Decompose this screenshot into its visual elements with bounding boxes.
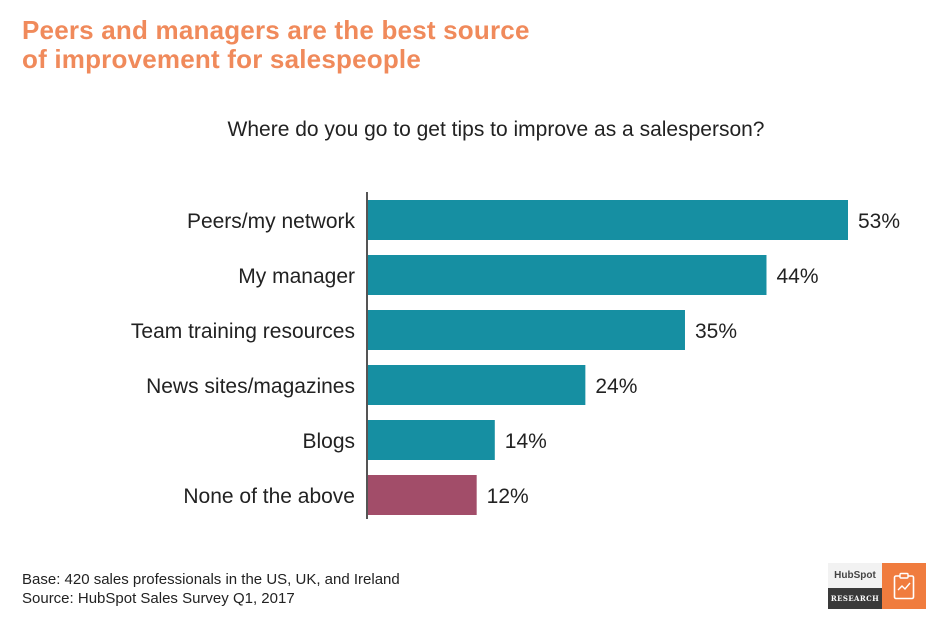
category-label-2: Team training resources bbox=[131, 320, 355, 343]
footnote-base: Base: 420 sales professionals in the US,… bbox=[22, 571, 400, 588]
bar-1 bbox=[368, 255, 767, 295]
footnote: Base: 420 sales professionals in the US,… bbox=[22, 570, 400, 608]
category-label-1: My manager bbox=[238, 265, 355, 288]
logo-brand: HubSpot bbox=[828, 563, 882, 588]
chart-headline: Peers and managers are the best source o… bbox=[22, 16, 722, 74]
category-label-4: Blogs bbox=[302, 430, 355, 453]
category-label-3: News sites/magazines bbox=[146, 375, 355, 398]
bar-4 bbox=[368, 420, 495, 460]
headline-line-1: Peers and managers are the best source bbox=[22, 15, 530, 45]
bar-2 bbox=[368, 310, 685, 350]
bar-3 bbox=[368, 365, 586, 405]
chart-title: Where do you go to get tips to improve a… bbox=[227, 118, 765, 141]
value-label-0: 53% bbox=[858, 210, 900, 233]
clipboard-chart-icon bbox=[882, 563, 926, 609]
footnote-source: Source: HubSpot Sales Survey Q1, 2017 bbox=[22, 590, 295, 607]
value-label-2: 35% bbox=[695, 320, 737, 343]
logo-label: RESEARCH bbox=[828, 588, 882, 609]
category-label-5: None of the above bbox=[183, 485, 355, 508]
bar-0 bbox=[368, 200, 848, 240]
category-label-0: Peers/my network bbox=[187, 210, 356, 233]
value-label-3: 24% bbox=[595, 375, 637, 398]
bar-5 bbox=[368, 475, 477, 515]
value-label-4: 14% bbox=[505, 430, 547, 453]
hubspot-research-logo: HubSpot RESEARCH bbox=[828, 563, 926, 609]
value-label-5: 12% bbox=[487, 485, 529, 508]
value-label-1: 44% bbox=[776, 265, 818, 288]
headline-line-2: of improvement for salespeople bbox=[22, 44, 421, 74]
